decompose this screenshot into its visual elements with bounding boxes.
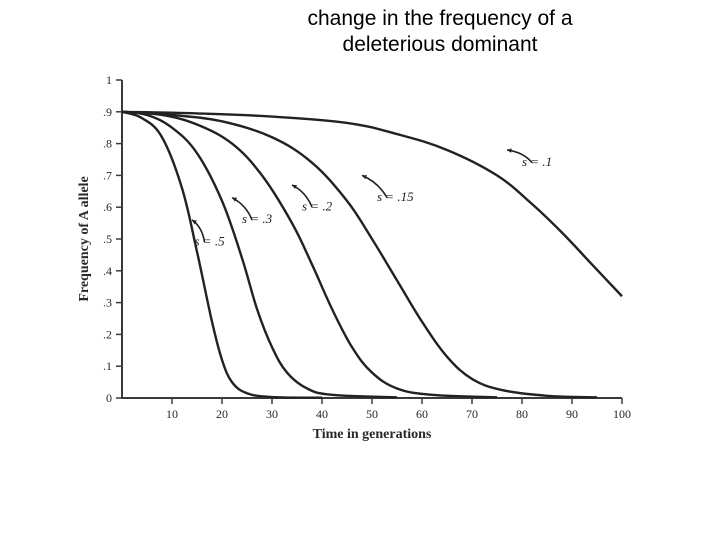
series-curve <box>122 112 497 398</box>
y-tick-label: .7 <box>103 168 112 182</box>
x-tick-label: 20 <box>216 407 228 421</box>
x-tick-label: 60 <box>416 407 428 421</box>
y-tick-label: 1 <box>106 73 112 87</box>
series-label: s = .3 <box>242 211 273 226</box>
series-curve <box>122 112 322 398</box>
y-tick-label: .6 <box>103 200 112 214</box>
x-tick-label: 40 <box>316 407 328 421</box>
x-tick-label: 10 <box>166 407 178 421</box>
series-label: s = .15 <box>377 189 414 204</box>
x-axis-label: Time in generations <box>313 427 432 442</box>
series-label: s = .2 <box>302 198 333 213</box>
x-tick-label: 90 <box>566 407 578 421</box>
title-line: deleterious dominant <box>265 32 615 58</box>
y-tick-label: .1 <box>103 359 112 373</box>
x-tick-label: 30 <box>266 407 278 421</box>
x-tick-label: 70 <box>466 407 478 421</box>
series-curve <box>122 112 622 296</box>
series-label: s = .1 <box>522 154 552 169</box>
y-tick-label: .5 <box>103 232 112 246</box>
x-tick-label: 80 <box>516 407 528 421</box>
title-line: change in the frequency of a <box>265 6 615 32</box>
y-axis-label: Frequency of A allele <box>77 176 92 301</box>
x-tick-label: 50 <box>366 407 378 421</box>
x-tick-label: 100 <box>613 407 631 421</box>
chart-svg: 0 .1 .2 .3 .4 .5 .6 .7 .8 .9 1 10 20 30 40 50 60 70 80 90 10… <box>72 70 632 450</box>
y-tick-label: 0 <box>106 391 112 405</box>
y-tick-label: .3 <box>103 296 112 310</box>
y-tick-label: .4 <box>103 264 112 278</box>
page-title: change in the frequency of adeleterious … <box>265 6 615 59</box>
y-tick-label: .9 <box>103 105 112 119</box>
y-tick-label: .8 <box>103 137 112 151</box>
y-tick-label: .2 <box>103 327 112 341</box>
series-label: s = .5 <box>195 233 226 248</box>
